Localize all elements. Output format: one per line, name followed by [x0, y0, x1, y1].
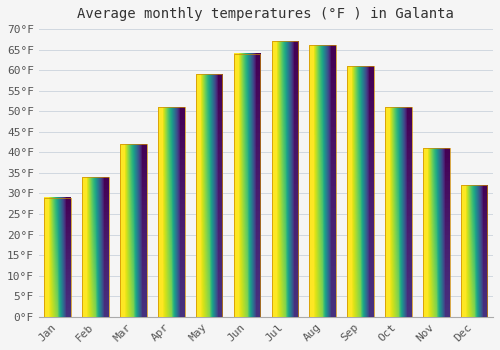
Bar: [423, 148, 450, 317]
Bar: [461, 185, 487, 317]
Bar: [385, 107, 411, 317]
Bar: [82, 177, 109, 317]
Bar: [234, 54, 260, 317]
Title: Average monthly temperatures (°F ) in Galanta: Average monthly temperatures (°F ) in Ga…: [78, 7, 454, 21]
Bar: [348, 66, 374, 317]
Bar: [272, 41, 298, 317]
Bar: [158, 107, 184, 317]
Bar: [44, 198, 71, 317]
Bar: [310, 46, 336, 317]
Bar: [196, 74, 222, 317]
Bar: [120, 144, 146, 317]
